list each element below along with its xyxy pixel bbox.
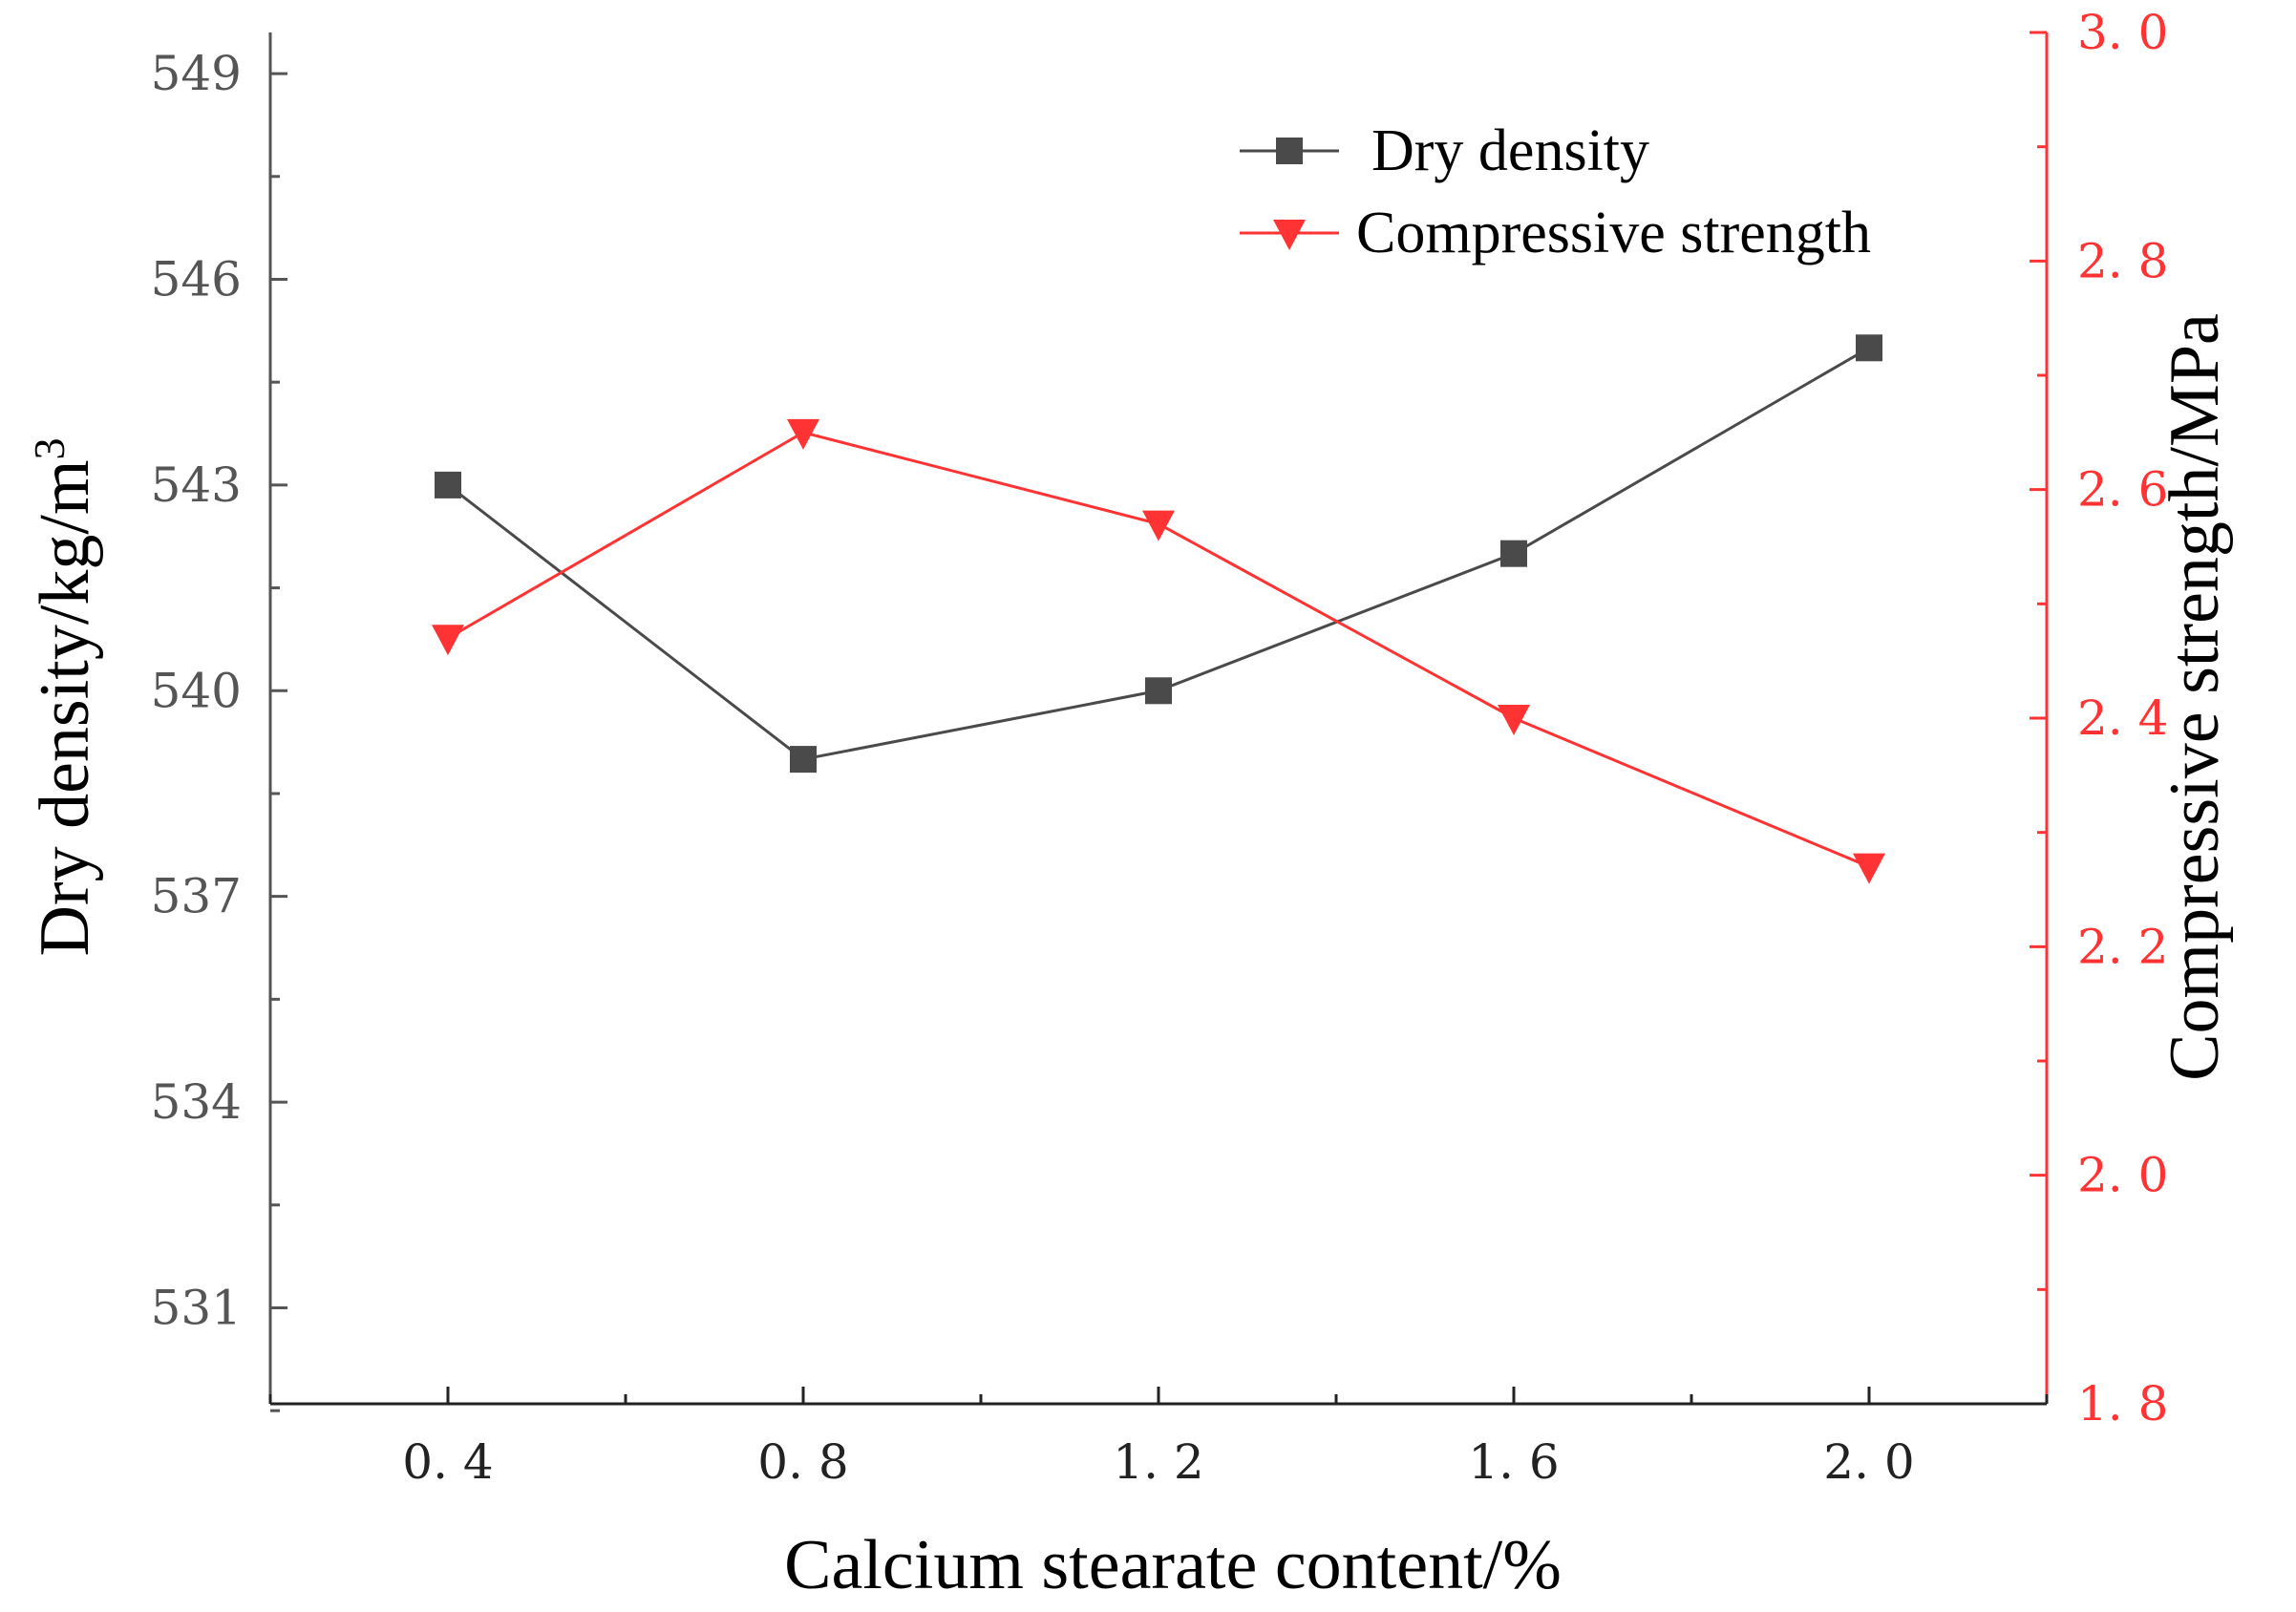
- legend-entry: Compressive strength: [1240, 201, 1871, 265]
- legend-label: Compressive strength: [1356, 201, 1871, 265]
- right-tick-label: 2. 6: [2077, 462, 2168, 518]
- legend-entry: Dry density: [1240, 118, 1649, 183]
- right-tick-label: 2. 0: [2077, 1148, 2168, 1203]
- data-point: [1142, 510, 1175, 541]
- x-tick-label: 0. 4: [402, 1434, 493, 1490]
- x-tick-label: 1. 2: [1113, 1434, 1203, 1490]
- x-axis-label: Calcium stearate content/%: [784, 1526, 1562, 1604]
- legend-marker: [1276, 138, 1303, 164]
- data-point: [1145, 677, 1172, 705]
- left-tick-label: 540: [151, 663, 242, 718]
- left-y-axis-label-text: Dry density/kg/m: [26, 459, 104, 956]
- legend-label: Dry density: [1371, 118, 1649, 183]
- data-point: [1856, 334, 1882, 362]
- left-y-axis-label: Dry density/kg/m3: [25, 437, 105, 956]
- series-dry-density: [435, 334, 1882, 774]
- data-point: [435, 471, 461, 498]
- right-tick-label: 2. 2: [2077, 919, 2168, 974]
- left-tick-label: 534: [151, 1074, 242, 1130]
- left-tick-label: 537: [151, 869, 242, 924]
- legend-marker: [1273, 220, 1306, 250]
- left-tick-label: 549: [151, 46, 242, 101]
- left-y-axis: 531 534 537 540 543 546 549: [151, 32, 287, 1412]
- x-tick-label: 1. 6: [1468, 1434, 1559, 1490]
- x-tick-label: 2. 0: [1823, 1434, 1914, 1490]
- x-axis: 0. 4 0. 8 1. 2 1. 6 2. 0: [268, 1387, 2049, 1490]
- left-y-axis-label-superscript: 3: [25, 437, 74, 459]
- data-point: [1853, 853, 1885, 884]
- data-point: [432, 625, 464, 656]
- data-point: [790, 746, 817, 774]
- right-tick-label: 1. 8: [2077, 1376, 2168, 1432]
- legend: Dry density Compressive strength: [1240, 118, 1871, 265]
- right-y-axis-label: Compressive strength/MPa: [2156, 313, 2234, 1081]
- right-y-axis: 1. 8 2. 0 2. 2 2. 4 2. 6 2. 8 3. 0: [2030, 5, 2168, 1432]
- left-tick-label: 531: [151, 1280, 242, 1335]
- left-tick-label: 543: [151, 457, 242, 513]
- series-compressive-strength: [432, 418, 1885, 884]
- series-layer: [432, 334, 1885, 884]
- x-tick-label: 0. 8: [757, 1434, 848, 1490]
- right-tick-label: 2. 4: [2077, 690, 2168, 746]
- right-tick-label: 2. 8: [2077, 233, 2168, 288]
- data-point: [1500, 540, 1527, 567]
- right-tick-label: 3. 0: [2077, 5, 2168, 60]
- data-point: [787, 418, 819, 450]
- left-tick-label: 546: [151, 251, 242, 307]
- data-point: [1498, 705, 1530, 735]
